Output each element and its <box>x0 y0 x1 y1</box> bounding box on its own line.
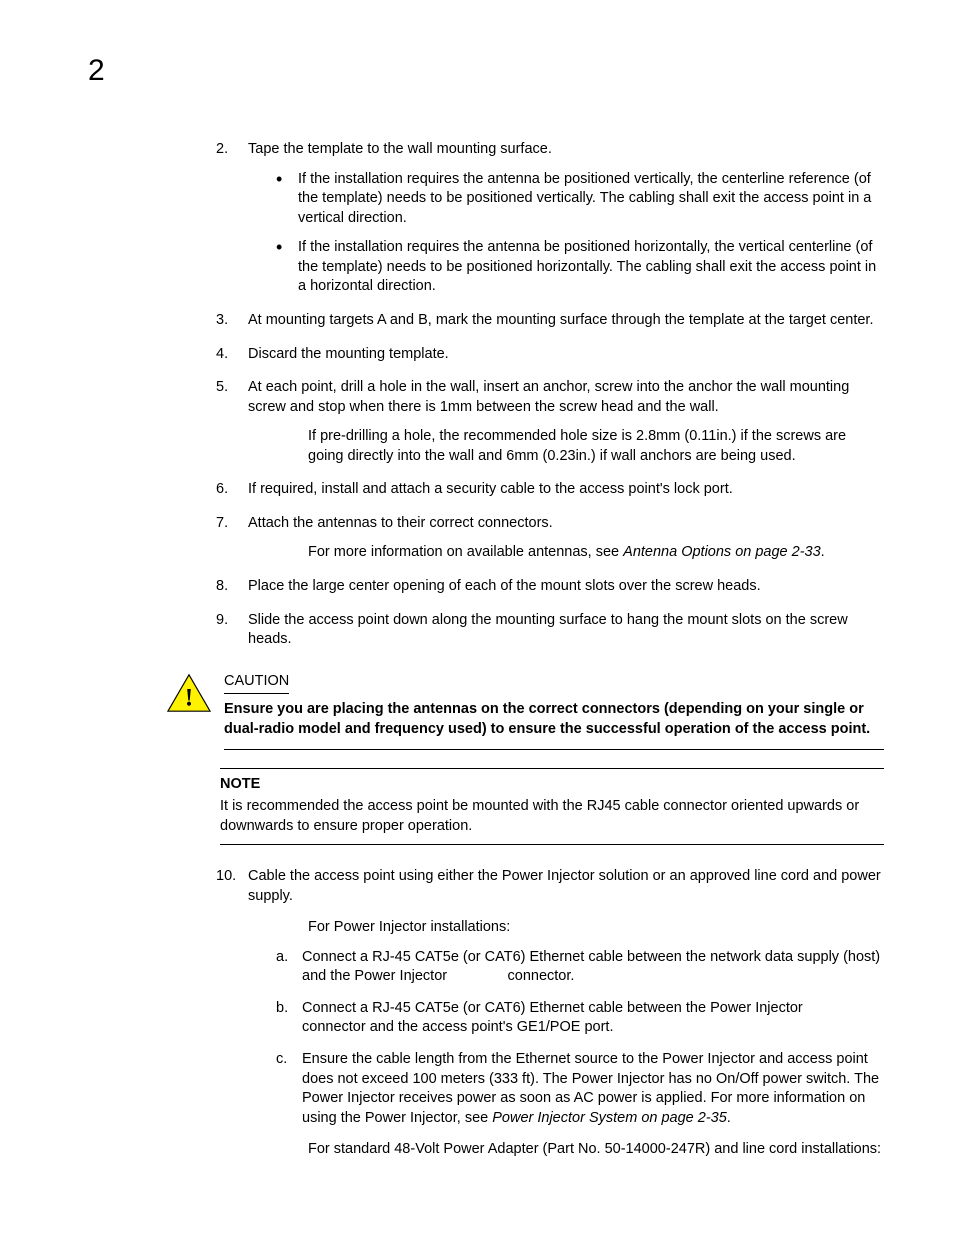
step-7: 7. Attach the antennas to their correct … <box>216 514 884 563</box>
step-number: 5. <box>216 378 228 398</box>
caution-title: CAUTION <box>224 672 289 695</box>
step-number: 3. <box>216 311 228 331</box>
step-text: Tape the template to the wall mounting s… <box>248 141 552 157</box>
step-number: 10. <box>216 867 236 887</box>
step-number: 9. <box>216 611 228 631</box>
alpha-text: Ensure the cable length from the Etherne… <box>302 1051 879 1126</box>
step-number: 8. <box>216 577 228 597</box>
step-7-sub: For more information on available antenn… <box>308 543 884 563</box>
note-title: NOTE <box>220 775 884 795</box>
page: 2 2. Tape the template to the wall mount… <box>0 0 954 1244</box>
step-number: 2. <box>216 140 228 160</box>
note-block: NOTE It is recommended the access point … <box>220 768 884 845</box>
step-text: If required, install and attach a securi… <box>248 481 733 497</box>
step-8: 8. Place the large center opening of eac… <box>216 577 884 597</box>
bullet-item: If the installation requires the antenna… <box>276 238 884 297</box>
step-number: 4. <box>216 345 228 365</box>
caution-body: CAUTION Ensure you are placing the anten… <box>224 672 884 751</box>
step-3: 3. At mounting targets A and B, mark the… <box>216 311 884 331</box>
step-6: 6. If required, install and attach a sec… <box>216 480 884 500</box>
alpha-letter: a. <box>276 948 288 968</box>
step-10-sub2: For standard 48-Volt Power Adapter (Part… <box>308 1140 884 1160</box>
sub-pre: For more information on available antenn… <box>308 544 623 560</box>
step-10a: a. Connect a RJ-45 CAT5e (or CAT6) Ether… <box>276 948 884 987</box>
svg-text:!: ! <box>185 684 193 711</box>
step-5: 5. At each point, drill a hole in the wa… <box>216 378 884 466</box>
step-2-bullets: If the installation requires the antenna… <box>276 170 884 297</box>
alpha-text: Connect a RJ-45 CAT5e (or CAT6) Ethernet… <box>302 949 880 985</box>
cross-ref-link[interactable]: Antenna Options on page 2-33 <box>623 544 821 560</box>
step-text: Discard the mounting template. <box>248 346 449 362</box>
step-list-continued: 10. Cable the access point using either … <box>216 867 884 1160</box>
note-text: It is recommended the access point be mo… <box>220 797 884 836</box>
cross-ref-link[interactable]: Power Injector System on page 2-35 <box>492 1110 727 1126</box>
alpha-text: Connect a RJ-45 CAT5e (or CAT6) Ethernet… <box>302 1000 879 1036</box>
chapter-number: 2 <box>88 56 105 86</box>
alpha-letter: c. <box>276 1050 287 1070</box>
content-body: 2. Tape the template to the wall mountin… <box>216 140 884 1160</box>
caution-block: ! CAUTION Ensure you are placing the ant… <box>166 672 884 751</box>
step-5-sub: If pre-drilling a hole, the recommended … <box>308 427 884 466</box>
alpha-letter: b. <box>276 999 288 1019</box>
step-9: 9. Slide the access point down along the… <box>216 611 884 650</box>
sub-post: . <box>821 544 825 560</box>
step-text: At each point, drill a hole in the wall,… <box>248 379 849 415</box>
step-number: 7. <box>216 514 228 534</box>
step-10-sub1: For Power Injector installations: <box>308 918 884 938</box>
step-4: 4. Discard the mounting template. <box>216 345 884 365</box>
step-text: Attach the antennas to their correct con… <box>248 515 553 531</box>
warning-icon: ! <box>166 672 212 714</box>
caution-text: Ensure you are placing the antennas on t… <box>224 700 884 750</box>
step-10c: c. Ensure the cable length from the Ethe… <box>276 1050 884 1128</box>
step-text: Slide the access point down along the mo… <box>248 612 848 648</box>
step-text: At mounting targets A and B, mark the mo… <box>248 312 873 328</box>
step-list: 2. Tape the template to the wall mountin… <box>216 140 884 650</box>
step-2: 2. Tape the template to the wall mountin… <box>216 140 884 297</box>
step-text: Place the large center opening of each o… <box>248 578 761 594</box>
step-10b: b. Connect a RJ-45 CAT5e (or CAT6) Ether… <box>276 999 884 1038</box>
step-10-alpha-list: a. Connect a RJ-45 CAT5e (or CAT6) Ether… <box>276 948 884 1129</box>
step-number: 6. <box>216 480 228 500</box>
bullet-item: If the installation requires the antenna… <box>276 170 884 229</box>
step-text: Cable the access point using either the … <box>248 868 881 904</box>
step-10: 10. Cable the access point using either … <box>216 867 884 1160</box>
c-post: . <box>727 1110 731 1126</box>
